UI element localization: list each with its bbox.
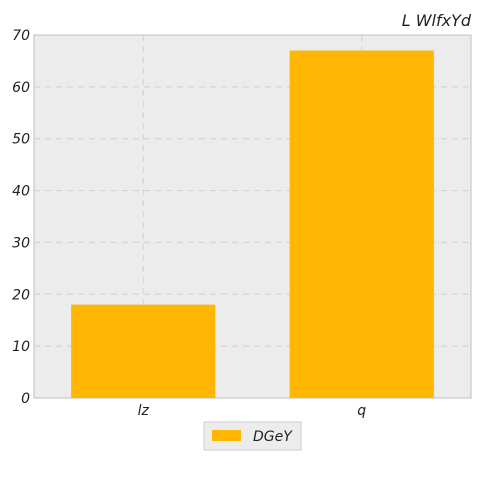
chart-title: L WlfxYd [402,11,472,30]
y-tick-label: 0 [21,391,30,407]
x-tick-label: lz [138,403,150,419]
y-axis-ticks: 0 10 20 30 40 50 60 70 [12,28,30,407]
y-tick-label: 10 [12,339,30,355]
y-tick-label: 60 [12,80,30,96]
y-tick-label: 40 [12,184,30,200]
y-tick-label: 30 [12,235,30,251]
bar-lz [71,304,216,398]
x-tick-label: q [357,403,366,419]
legend-swatch [212,430,241,441]
y-tick-label: 70 [12,28,30,44]
y-tick-label: 20 [12,287,30,303]
legend: DGeY [203,421,302,451]
bar-q [289,50,434,399]
y-tick-label: 50 [12,132,30,148]
x-axis-ticks: lz q [138,403,367,419]
legend-label: DGeY [253,429,293,445]
bars [71,50,434,399]
